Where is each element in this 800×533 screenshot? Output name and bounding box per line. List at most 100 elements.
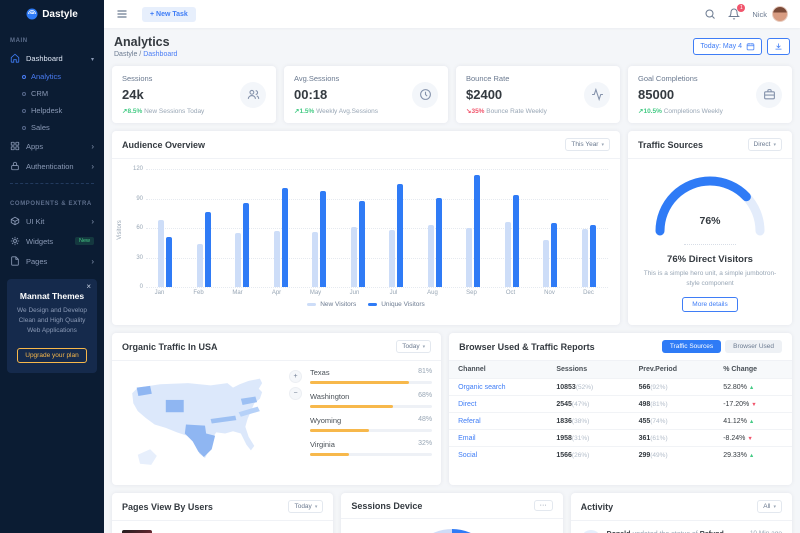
bar-new-visitors[interactable]: [235, 232, 242, 287]
bullet-icon: [22, 74, 26, 79]
bar-new-visitors[interactable]: [350, 227, 357, 287]
activity-filter-dropdown[interactable]: All: [757, 500, 782, 513]
bell-icon[interactable]: 1: [728, 4, 746, 20]
legend-item-new-visitors[interactable]: New Visitors: [307, 301, 356, 308]
tab-traffic-sources[interactable]: Traffic Sources: [661, 340, 722, 353]
download-button[interactable]: [767, 38, 790, 55]
table-row: Organic search 10853(52%) 566(92%) 52.80…: [449, 378, 792, 396]
state-washington[interactable]: [136, 385, 152, 396]
activity-icon: [584, 81, 610, 108]
bar-new-visitors[interactable]: [312, 231, 319, 287]
legend-item-unique-visitors[interactable]: Unique Visitors: [368, 301, 425, 308]
sidebar-item-label: Apps: [26, 141, 44, 151]
card-menu-button[interactable]: ···: [533, 500, 553, 511]
sidebar-item-analytics[interactable]: Analytics: [0, 68, 104, 85]
table-row: Social 1566(26%) 299(49%) 29.33% ▲: [449, 446, 792, 463]
bar-unique-visitors[interactable]: [281, 187, 288, 287]
bar-unique-visitors[interactable]: [166, 236, 173, 287]
activity-card: Activity All Donald updated the status o…: [570, 493, 792, 533]
sidebar-item-crm[interactable]: CRM: [0, 85, 104, 102]
promo-text: We Design and Develop Clean and High Qua…: [17, 307, 87, 335]
channel-link[interactable]: Referal: [449, 412, 548, 430]
bar-unique-visitors[interactable]: [589, 225, 596, 287]
breadcrumb-root[interactable]: Dastyle: [114, 51, 138, 58]
bar-group-oct: [493, 169, 532, 287]
sidebar-item-ui-kit[interactable]: UI Kit: [0, 211, 104, 231]
bar-unique-visitors[interactable]: [474, 174, 481, 287]
sidebar-item-helpdesk[interactable]: Helpdesk: [0, 102, 104, 119]
bar-group-jun: [339, 169, 378, 287]
sidebar-item-label: Widgets: [26, 236, 54, 246]
x-axis-label: May: [309, 290, 322, 296]
lock-icon: [10, 161, 20, 171]
traffic-sources-card: Traffic Sources Direct 76% 76% Direct Vi…: [628, 131, 792, 325]
x-axis-label: Aug: [427, 290, 438, 296]
bar-group-apr: [262, 169, 301, 287]
state-tennessee[interactable]: [210, 415, 237, 424]
channel-link[interactable]: Organic search: [449, 378, 548, 396]
map-zoom-in-button[interactable]: +: [289, 370, 302, 383]
pages-filter-dropdown[interactable]: Today: [288, 500, 324, 513]
chevron-right-icon: [91, 257, 94, 266]
bar-new-visitors[interactable]: [273, 230, 280, 287]
bar-new-visitors[interactable]: [196, 243, 203, 287]
user-menu[interactable]: Nick: [752, 6, 788, 22]
traffic-filter-dropdown[interactable]: Direct: [747, 138, 782, 151]
usa-map[interactable]: [121, 368, 289, 480]
bar-unique-visitors[interactable]: [204, 212, 211, 287]
sidebar-item-label: UI Kit: [26, 216, 45, 226]
table-row: Email 1958(31%) 361(61%) -8.24% ▼: [449, 429, 792, 447]
more-details-button[interactable]: More details: [682, 296, 738, 312]
col-channel: Channel: [449, 361, 548, 379]
channel-link[interactable]: Email: [449, 429, 548, 447]
bar-unique-visitors[interactable]: [397, 183, 404, 287]
organic-filter-dropdown[interactable]: Today: [396, 340, 432, 353]
traffic-heading: 76% Direct Visitors: [667, 254, 753, 265]
bar-new-visitors[interactable]: [427, 225, 434, 287]
state-virginia[interactable]: [238, 406, 260, 417]
sidebar-item-sales[interactable]: Sales: [0, 119, 104, 136]
sidebar-item-dashboard[interactable]: Dashboard: [0, 48, 104, 68]
dastyle-logo-icon: [26, 8, 38, 20]
date-range-button[interactable]: Today: May 4: [693, 38, 762, 55]
main-area: + New Task 1 Nick Analytics: [104, 0, 800, 533]
close-icon[interactable]: ×: [86, 282, 91, 291]
bar-unique-visitors[interactable]: [320, 190, 327, 287]
channel-link[interactable]: Social: [449, 446, 548, 463]
sidebar-item-widgets[interactable]: Widgets New: [0, 231, 104, 251]
bar-new-visitors[interactable]: [504, 222, 511, 287]
upgrade-plan-button[interactable]: Upgrade your plan: [17, 348, 87, 364]
bar-unique-visitors[interactable]: [243, 203, 250, 287]
tab-browser-used[interactable]: Browser Used: [725, 340, 782, 353]
new-task-button[interactable]: + New Task: [142, 6, 196, 22]
list-item[interactable]: Dastyle - Admin Dashboard 4.3k: [112, 521, 333, 533]
logo[interactable]: Dastyle: [0, 0, 104, 28]
bar-unique-visitors[interactable]: [551, 223, 558, 287]
sidebar-item-apps[interactable]: Apps: [0, 136, 104, 156]
bar-new-visitors[interactable]: [543, 239, 550, 287]
gear-icon: [10, 236, 20, 246]
state-wyoming[interactable]: [165, 399, 184, 413]
search-icon[interactable]: [704, 8, 716, 20]
sidebar-item-pages[interactable]: Pages: [0, 251, 104, 271]
state-pennsylvania[interactable]: [240, 396, 258, 405]
menu-toggle-icon[interactable]: [116, 8, 128, 20]
bar-new-visitors[interactable]: [466, 228, 473, 287]
audience-filter-dropdown[interactable]: This Year: [565, 138, 610, 151]
progress-fill: [310, 429, 369, 432]
sidebar-subitem-label: Analytics: [31, 72, 62, 81]
bar-new-visitors[interactable]: [581, 228, 588, 287]
bar-unique-visitors[interactable]: [512, 194, 519, 287]
bar-new-visitors[interactable]: [158, 220, 165, 287]
x-axis-label: Dec: [583, 290, 594, 296]
file-icon: [10, 256, 20, 266]
stat-label: Sessions: [122, 74, 153, 83]
state-texas[interactable]: [184, 424, 216, 458]
bar-unique-visitors[interactable]: [435, 197, 442, 287]
channel-link[interactable]: Direct: [449, 395, 548, 413]
bar-new-visitors[interactable]: [389, 229, 396, 287]
sidebar-item-authentication[interactable]: Authentication: [0, 156, 104, 176]
bar-unique-visitors[interactable]: [358, 201, 365, 287]
map-zoom-out-button[interactable]: −: [289, 387, 302, 400]
